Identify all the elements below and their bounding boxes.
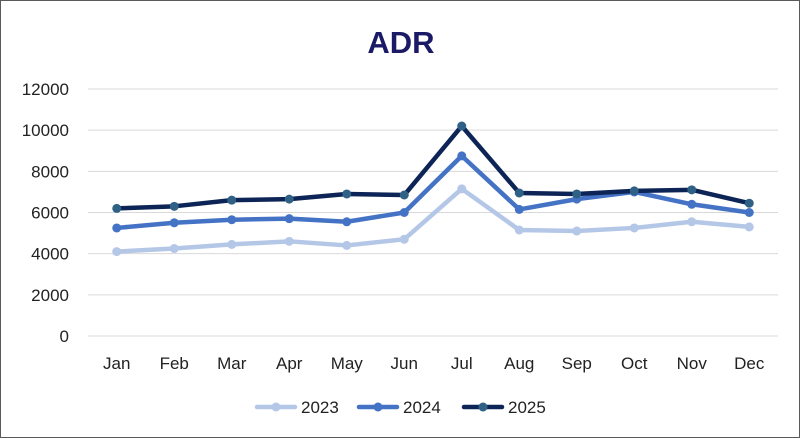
data-point-2024-Nov — [687, 199, 697, 209]
data-point-2023-Apr — [284, 236, 294, 246]
x-tick-label: Jul — [451, 354, 473, 373]
series-lines — [112, 121, 754, 257]
x-tick-label: Mar — [217, 354, 247, 373]
data-point-2025-Feb — [169, 201, 179, 211]
data-point-2024-Mar — [227, 215, 237, 225]
data-point-2023-Jun — [399, 234, 409, 244]
data-point-2023-Dec — [744, 222, 754, 232]
x-axis-ticks: Jan Feb Mar Apr May Jun Jul Aug Sep Oct Nov Dec — [103, 354, 765, 373]
data-point-2023-Aug — [514, 225, 524, 235]
data-point-2023-Mar — [227, 239, 237, 249]
legend-swatch-marker — [373, 402, 383, 412]
x-tick-label: Jun — [391, 354, 418, 373]
legend-entry-2023[interactable]: 2023 — [254, 398, 339, 417]
series-line-2023 — [114, 186, 752, 254]
series-line-2024 — [114, 153, 752, 231]
y-tick-label: 6000 — [31, 204, 69, 223]
data-point-2025-Mar — [227, 195, 237, 205]
data-point-2024-Jun — [399, 208, 409, 217]
series-2025 — [112, 121, 754, 213]
x-tick-label: Aug — [504, 354, 534, 373]
y-tick-label: 4000 — [31, 245, 69, 264]
y-tick-label: 8000 — [31, 162, 69, 181]
y-tick-label: 2000 — [31, 286, 69, 305]
legend-swatch-marker — [478, 402, 488, 412]
series-2023 — [112, 184, 754, 257]
x-tick-label: Apr — [276, 354, 303, 373]
gridlines — [88, 88, 778, 337]
legend-label: 2024 — [403, 398, 441, 417]
legend: 2023 2024 2025 — [254, 398, 546, 417]
data-point-2025-Aug — [514, 188, 524, 198]
legend-label: 2023 — [301, 398, 339, 417]
data-point-2023-Sep — [572, 226, 582, 236]
x-tick-label: Sep — [562, 354, 592, 373]
data-point-2023-Nov — [687, 217, 697, 227]
data-point-2025-Apr — [284, 194, 294, 204]
data-point-2023-Jan — [112, 247, 122, 257]
data-point-2025-Dec — [744, 198, 754, 208]
data-point-2024-Dec — [744, 208, 754, 217]
legend-label: 2025 — [508, 398, 546, 417]
data-point-2024-Feb — [169, 218, 179, 228]
legend-entry-2025[interactable]: 2025 — [461, 398, 546, 417]
y-tick-label: 10000 — [22, 121, 69, 140]
y-tick-label: 12000 — [22, 80, 69, 99]
data-point-2025-Jan — [112, 203, 122, 213]
series-line-2025 — [114, 123, 752, 211]
x-tick-label: Oct — [621, 354, 648, 373]
data-point-2023-Oct — [629, 223, 639, 233]
data-point-2024-May — [342, 217, 352, 227]
data-point-2024-Aug — [514, 204, 524, 214]
data-point-2025-Oct — [629, 186, 639, 196]
data-point-2023-Jul — [457, 184, 467, 194]
x-tick-label: Dec — [734, 354, 765, 373]
data-point-2025-Sep — [572, 189, 582, 199]
data-point-2025-May — [342, 189, 352, 199]
data-point-2025-Jul — [457, 121, 467, 131]
x-tick-label: Nov — [677, 354, 708, 373]
x-tick-label: Feb — [160, 354, 189, 373]
legend-swatch-marker — [271, 402, 281, 412]
data-point-2024-Apr — [284, 214, 294, 224]
data-point-2025-Nov — [687, 185, 697, 195]
data-point-2024-Jul — [457, 151, 467, 161]
legend-entry-2024[interactable]: 2024 — [356, 398, 441, 417]
y-tick-label: 0 — [60, 327, 69, 346]
y-axis-ticks: 0 2000 4000 6000 8000 10000 12000 — [22, 80, 69, 346]
x-tick-label: Jan — [103, 354, 130, 373]
data-point-2024-Jan — [112, 223, 122, 233]
data-point-2023-May — [342, 240, 352, 250]
x-tick-label: May — [331, 354, 364, 373]
data-point-2023-Feb — [169, 244, 179, 254]
chart-title: ADR — [367, 25, 434, 60]
data-point-2025-Jun — [399, 190, 409, 200]
